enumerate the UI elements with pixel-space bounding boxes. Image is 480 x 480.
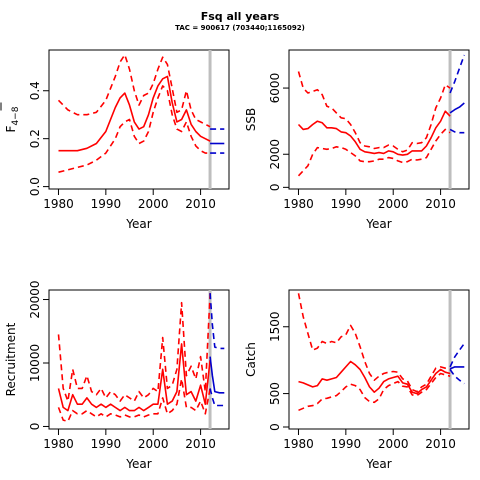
f-y-tick-label: 0.0 — [28, 177, 42, 196]
recruitment-series-estimate — [57, 343, 211, 412]
catch-x-tick-label: 1980 — [283, 437, 314, 451]
recruitment-y-axis-label: Recruitment — [4, 322, 18, 396]
ssb-series-upper — [297, 71, 451, 153]
figure-subtitle: TAC = 900617 (703440;1165092) — [175, 24, 305, 32]
catch-x-tick-label: 2000 — [378, 437, 409, 451]
recruitment-x-tick-label: 1980 — [43, 437, 74, 451]
ssb-x-tick-label: 1990 — [331, 197, 362, 211]
f-y-tick-label: 0.2 — [28, 129, 42, 148]
ssb-y-tick-label: 2000 — [268, 139, 282, 170]
catch-plot-frame — [288, 289, 470, 430]
recruitment-series-proj-upper — [209, 293, 225, 350]
ssb-series-group — [297, 54, 466, 177]
catch-x-axis-label: Year — [365, 457, 391, 471]
ssb-x-tick-label: 2000 — [378, 197, 409, 211]
catch-y-tick-label: 1500 — [268, 311, 282, 342]
ssb-series-proj-upper — [449, 54, 466, 94]
f-y-tick-label: 0.4 — [28, 81, 42, 100]
ssb-series-estimate — [297, 110, 451, 156]
panel-ssb: 1980 1990 2000 2010 0 2000 6000 Year SSB — [244, 49, 470, 231]
ssb-x-axis-label: Year — [365, 217, 391, 231]
ssb-y-tick-label: 6000 — [268, 73, 282, 104]
f-series-group — [57, 54, 225, 173]
catch-y-axis-label: Catch — [244, 342, 258, 377]
catch-x-tick-label: 2010 — [425, 437, 456, 451]
catch-y-tick-label: 500 — [268, 382, 282, 405]
catch-series-proj-estimate — [449, 366, 465, 370]
panel-recruitment: 1980 1990 2000 2010 0 10000 20000 Year Recruitme… — [4, 280, 230, 471]
ssb-series-proj-estimate — [449, 102, 465, 114]
catch-series-lower — [298, 372, 451, 412]
recruitment-series-group — [57, 293, 225, 423]
recruitment-y-tick-label: 20000 — [28, 280, 42, 318]
catch-series-upper — [297, 293, 451, 393]
f-x-tick-label: 2000 — [138, 197, 169, 211]
ssb-y-tick-label: 0 — [268, 184, 282, 192]
recruitment-x-tick-label: 2000 — [138, 437, 169, 451]
recruitment-series-proj-estimate — [209, 356, 225, 394]
catch-series-group — [297, 293, 465, 412]
panels: 1980 1990 2000 2010 0.0 0.2 0.4 Year F4−8 1980 199… — [0, 49, 470, 471]
panel-catch: 1980 1990 2000 2010 0 500 1500 Year Catch — [244, 289, 470, 471]
ssb-series-proj-lower — [449, 128, 465, 134]
f-x-tick-label: 2010 — [185, 197, 216, 211]
f-series-estimate — [58, 75, 211, 152]
catch-x-tick-label: 1990 — [331, 437, 362, 451]
ssb-plot-frame — [288, 49, 470, 190]
f-y-axis-label: F4−8 — [4, 106, 21, 132]
recruitment-x-tick-label: 1990 — [91, 437, 122, 451]
f-x-axis-label: Year — [125, 217, 151, 231]
ssb-series-lower — [297, 128, 451, 177]
catch-series-proj-lower — [449, 369, 465, 385]
catch-series-estimate — [298, 360, 451, 395]
recruitment-plot-frame — [48, 289, 230, 430]
f-series-upper — [57, 54, 211, 128]
ssb-x-tick-label: 2010 — [425, 197, 456, 211]
f-plot-frame — [48, 49, 230, 190]
recruitment-x-axis-label: Year — [125, 457, 151, 471]
panel-f: 1980 1990 2000 2010 0.0 0.2 0.4 Year F4−8 — [0, 49, 230, 231]
f-y-axis-label-subscript: 4−8 — [11, 106, 21, 125]
f-x-tick-label: 1990 — [91, 197, 122, 211]
catch-series-proj-upper — [449, 343, 465, 368]
recruitment-y-tick-label: 0 — [28, 423, 42, 431]
ssb-x-tick-label: 1980 — [283, 197, 314, 211]
recruitment-x-tick-label: 2010 — [185, 437, 216, 451]
f-y-axis-label-main: F — [4, 125, 18, 132]
recruitment-series-proj-lower — [209, 388, 225, 407]
f-x-tick-label: 1980 — [43, 197, 74, 211]
f-series-lower — [58, 85, 211, 173]
recruitment-y-tick-label: 10000 — [28, 344, 42, 382]
ssb-y-axis-label: SSB — [244, 108, 258, 131]
catch-y-tick-label: 0 — [268, 423, 282, 431]
recruitment-series-upper — [57, 293, 211, 402]
figure-title: Fsq all years — [201, 10, 280, 23]
recruitment-series-lower — [57, 378, 211, 423]
